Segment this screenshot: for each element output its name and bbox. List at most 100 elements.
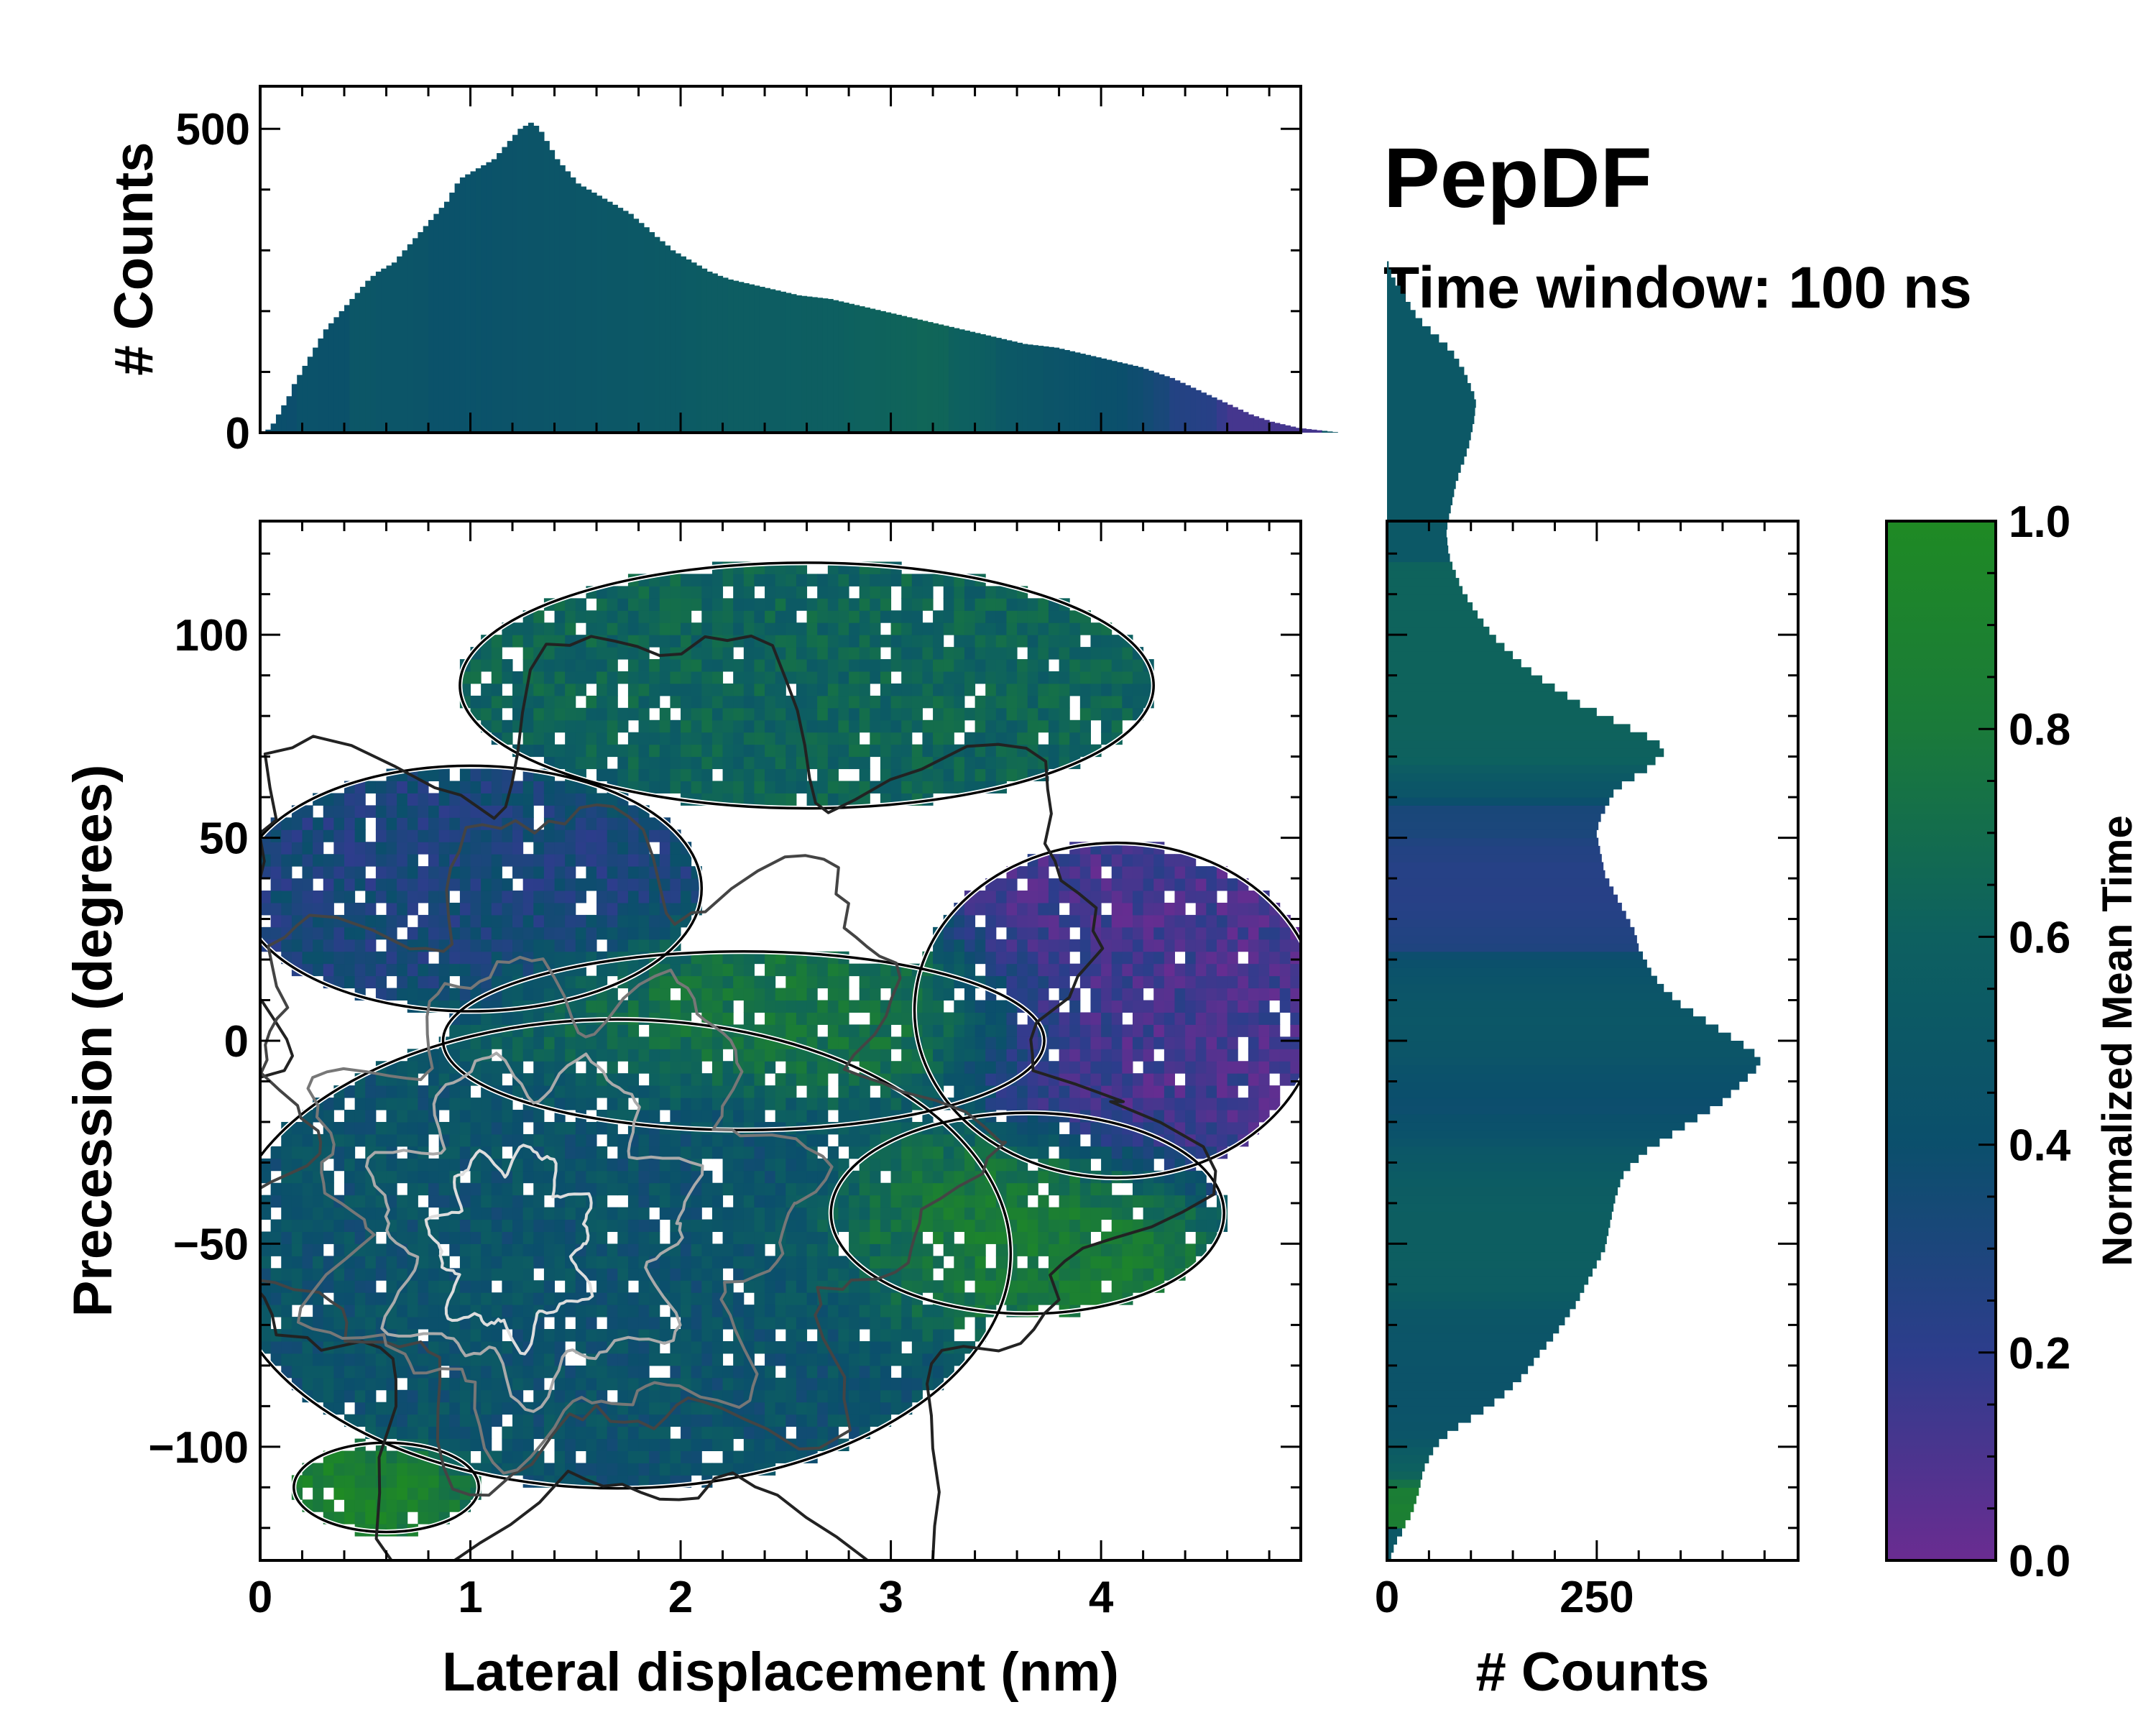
heatmap-cell xyxy=(354,1389,366,1403)
heatmap-cell xyxy=(954,1024,965,1037)
heatmap-cell xyxy=(1027,659,1038,672)
heatmap-cell xyxy=(522,914,534,928)
heatmap-cell xyxy=(375,1085,387,1098)
heatmap-cell xyxy=(1069,963,1081,977)
heatmap-cell xyxy=(711,744,724,758)
heatmap-cell xyxy=(722,598,734,611)
heatmap-cell xyxy=(701,1098,713,1110)
heatmap-cell xyxy=(543,951,556,965)
heatmap-cell xyxy=(975,1098,986,1110)
heatmap-cell xyxy=(754,1317,765,1330)
heatmap-cell xyxy=(975,1036,986,1049)
heatmap-cell xyxy=(786,963,797,977)
heatmap-cell xyxy=(786,1061,797,1074)
heatmap-cell xyxy=(806,1012,818,1025)
heatmap-cell xyxy=(270,914,282,928)
heatmap-cell xyxy=(765,1389,776,1403)
heatmap-cell xyxy=(701,683,713,696)
heatmap-cell xyxy=(711,1243,724,1256)
top-histogram-bar xyxy=(638,223,645,433)
heatmap-cell xyxy=(1079,1219,1091,1232)
heatmap-cell xyxy=(617,939,629,952)
top-histogram-bar xyxy=(423,226,429,433)
heatmap-cell xyxy=(722,1207,734,1220)
heatmap-cell xyxy=(827,1024,839,1037)
heatmap-cell xyxy=(796,1292,808,1305)
heatmap-cell xyxy=(565,878,576,891)
heatmap-cell xyxy=(586,975,597,989)
heatmap-cell xyxy=(1101,1036,1112,1049)
heatmap-cell xyxy=(1069,902,1081,916)
heatmap-cell xyxy=(407,951,418,965)
heatmap-cell xyxy=(796,988,808,1001)
heatmap-cell xyxy=(901,744,913,758)
top-histogram-bar xyxy=(1201,392,1207,433)
heatmap-cell xyxy=(838,988,849,1001)
heatmap-cell xyxy=(627,756,640,770)
heatmap-cell xyxy=(565,1073,576,1086)
heatmap-cell xyxy=(1048,1024,1060,1037)
heatmap-cell xyxy=(1153,891,1165,903)
heatmap-cell xyxy=(397,914,408,928)
heatmap-cell xyxy=(681,1256,692,1269)
heatmap-cell xyxy=(796,1024,808,1037)
heatmap-cell xyxy=(407,793,418,806)
heatmap-cell xyxy=(354,1280,366,1293)
heatmap-cell xyxy=(270,1231,282,1244)
heatmap-cell xyxy=(691,1340,702,1354)
heatmap-cell xyxy=(806,671,818,684)
heatmap-cell xyxy=(627,1268,640,1281)
heatmap-cell xyxy=(459,939,471,952)
heatmap-cell xyxy=(1038,988,1049,1001)
heatmap-cell xyxy=(1006,891,1018,903)
heatmap-cell xyxy=(533,1073,545,1086)
heatmap-cell xyxy=(397,1402,408,1415)
heatmap-cell xyxy=(354,1305,366,1317)
heatmap-cell xyxy=(711,975,724,989)
heatmap-cell xyxy=(617,647,629,660)
top-histogram-bar xyxy=(381,268,387,433)
heatmap-cell xyxy=(681,866,692,879)
heatmap-cell xyxy=(333,1121,345,1135)
heatmap-cell xyxy=(543,878,556,891)
heatmap-cell xyxy=(701,586,713,599)
heatmap-cell xyxy=(627,1049,640,1062)
heatmap-cell xyxy=(554,1438,566,1451)
heatmap-cell xyxy=(1006,622,1018,635)
heatmap-cell xyxy=(817,574,829,586)
heatmap-cell xyxy=(1079,1292,1091,1305)
heatmap-cell xyxy=(681,1329,692,1342)
heatmap-cell xyxy=(418,1061,429,1074)
heatmap-cell xyxy=(491,635,502,648)
heatmap-cell xyxy=(1017,926,1028,940)
heatmap-cell xyxy=(407,1377,418,1391)
heatmap-cell xyxy=(911,1073,923,1086)
heatmap-cell xyxy=(565,1024,576,1037)
heatmap-cell xyxy=(270,1268,282,1281)
heatmap-cell xyxy=(775,1182,786,1196)
heatmap-cell xyxy=(586,1098,597,1110)
heatmap-cell xyxy=(533,1146,545,1159)
heatmap-cell xyxy=(543,1463,556,1476)
heatmap-cell xyxy=(554,659,566,672)
heatmap-cell xyxy=(491,695,502,709)
heatmap-cell xyxy=(1048,1121,1060,1135)
heatmap-cell xyxy=(754,1389,765,1403)
heatmap-cell xyxy=(522,744,534,758)
heatmap-cell xyxy=(418,1158,429,1172)
heatmap-cell xyxy=(438,1426,450,1440)
heatmap-cell xyxy=(890,1121,902,1135)
heatmap-cell xyxy=(849,1365,860,1379)
heatmap-cell xyxy=(596,1231,608,1244)
heatmap-cell xyxy=(859,647,870,660)
heatmap-cell xyxy=(806,1158,818,1172)
heatmap-cell xyxy=(817,1085,829,1098)
heatmap-cell xyxy=(491,878,502,891)
heatmap-cell xyxy=(943,1195,954,1208)
heatmap-cell xyxy=(596,1329,608,1342)
heatmap-cell xyxy=(354,1121,366,1135)
heatmap-cell xyxy=(890,1098,902,1110)
heatmap-cell xyxy=(565,598,576,611)
heatmap-cell xyxy=(449,878,461,891)
heatmap-cell xyxy=(670,756,681,770)
